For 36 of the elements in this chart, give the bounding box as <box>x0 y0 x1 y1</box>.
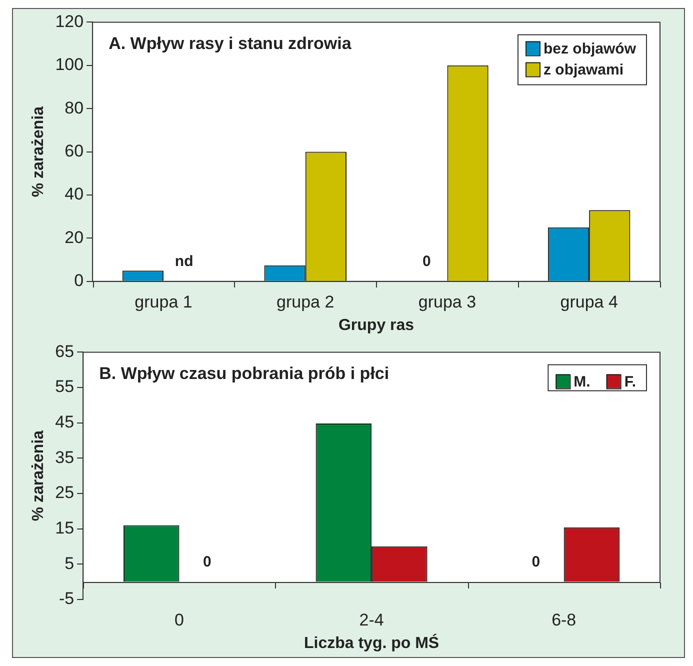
y-tick-label: 55 <box>55 377 74 396</box>
annotation: 0 <box>532 553 540 570</box>
legend-label: z objawami <box>543 61 624 78</box>
x-tick-label: 2-4 <box>359 610 384 630</box>
y-tick-label: 20 <box>64 228 84 247</box>
y-axis-title: % zarażenia <box>30 106 48 198</box>
y-tick-label: 5 <box>64 554 74 573</box>
y-tick-label: 100 <box>55 55 84 74</box>
y-tick-label: 80 <box>64 98 84 118</box>
annotation: 0 <box>422 253 431 270</box>
y-tick-label: -5 <box>58 589 74 608</box>
legend-label: M. <box>574 373 590 390</box>
y-tick-label: 120 <box>55 12 84 31</box>
annotation: 0 <box>202 553 212 570</box>
text: B. Wpływ czasu pobrania prób i płci <box>99 364 390 383</box>
y-tick-label: 0 <box>74 271 84 290</box>
y-tick-label: 40 <box>64 184 84 204</box>
legend-label: bez objawów <box>543 40 636 58</box>
x-tick-label: grupa 4 <box>560 292 618 312</box>
x-axis-title: Liczba tyg. po MŚ <box>304 632 440 652</box>
x-tick-label: 0 <box>174 610 184 630</box>
y-tick-label: 45 <box>55 412 74 432</box>
x-tick-label: 6-8 <box>552 610 576 630</box>
y-tick-label: 25 <box>55 483 74 502</box>
x-axis-title: Grupy ras <box>338 316 414 334</box>
y-axis-title: % zarażenia <box>30 430 48 522</box>
text: nd <box>174 253 194 270</box>
y-tick-label: 35 <box>55 448 74 467</box>
y-tick-label: 60 <box>64 141 84 160</box>
y-tick-label: 65 <box>55 342 74 361</box>
text: A. Wpływ rasy i stanu zdrowia <box>108 34 352 53</box>
x-tick-label: grupa 1 <box>134 292 192 312</box>
x-tick-label: grupa 2 <box>276 292 334 312</box>
legend-label: F. <box>624 373 636 390</box>
x-tick-label: grupa 3 <box>418 292 476 312</box>
y-tick-label: 15 <box>55 518 74 538</box>
